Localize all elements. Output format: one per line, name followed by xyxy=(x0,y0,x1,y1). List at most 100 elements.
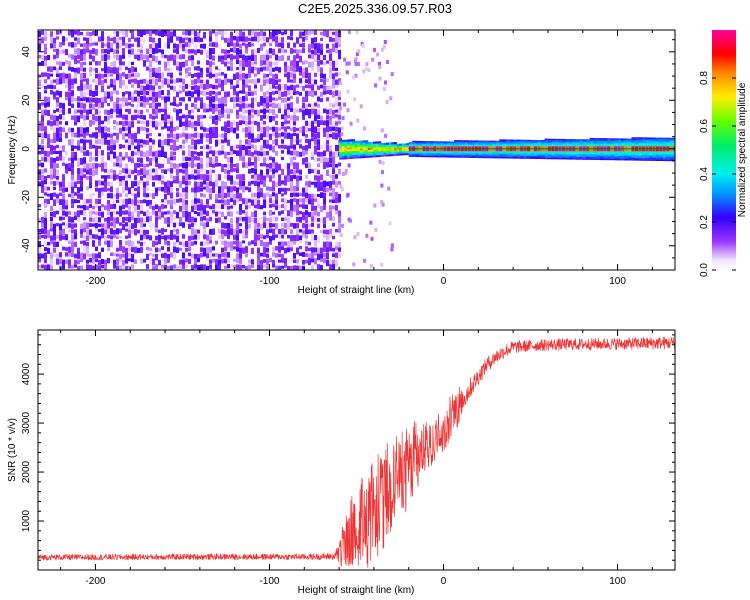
heatmap-y-axis-label: Frequency (Hz) xyxy=(7,116,18,185)
heatmap-cell xyxy=(586,139,591,141)
heatmap-cell xyxy=(266,150,269,156)
heatmap-cell xyxy=(254,120,257,126)
heatmap-cell xyxy=(44,85,47,90)
heatmap-cell xyxy=(302,150,305,157)
heatmap-cell xyxy=(393,145,397,149)
heatmap-cell xyxy=(122,253,125,258)
heatmap-cell xyxy=(317,48,320,54)
heatmap-cell xyxy=(146,229,149,235)
heatmap-cell xyxy=(167,246,170,252)
heatmap-cell xyxy=(242,156,245,162)
heatmap-cell xyxy=(128,43,131,49)
heatmap-cell xyxy=(245,73,248,80)
heatmap-cell xyxy=(119,235,122,239)
heatmap-cell xyxy=(326,252,329,260)
heatmap-cell xyxy=(320,67,323,74)
heatmap-cell xyxy=(284,97,287,103)
heatmap-cell xyxy=(236,84,239,88)
heatmap-cell xyxy=(200,247,203,252)
heatmap-cell xyxy=(173,108,176,113)
heatmap-cell xyxy=(215,205,218,209)
heatmap-cell xyxy=(447,151,451,154)
heatmap-cell xyxy=(565,140,570,142)
heatmap-cell xyxy=(38,169,41,176)
heatmap-cell xyxy=(541,144,545,146)
heatmap-cell xyxy=(77,30,80,36)
heatmap-cell xyxy=(317,66,320,72)
heatmap-cell xyxy=(224,108,227,114)
heatmap-cell xyxy=(290,169,293,174)
heatmap-cell xyxy=(71,174,74,181)
heatmap-cell xyxy=(83,84,86,91)
heatmap-cell xyxy=(596,142,601,144)
heatmap-cell xyxy=(299,49,302,54)
heatmap-cell xyxy=(77,217,80,223)
heatmap-cell xyxy=(308,127,311,132)
heatmap-cell xyxy=(260,234,263,239)
heatmap-cell xyxy=(38,217,41,223)
heatmap-cell xyxy=(74,223,77,228)
heatmap-cell xyxy=(513,154,518,156)
heatmap-cell xyxy=(335,259,338,267)
heatmap-cell xyxy=(263,108,266,115)
heatmap-cell xyxy=(323,127,326,134)
heatmap-cell xyxy=(302,109,305,116)
heatmap-cell xyxy=(161,180,164,185)
heatmap-cell xyxy=(77,96,80,102)
heatmap-cell xyxy=(158,102,161,107)
heatmap-cell xyxy=(128,37,131,42)
heatmap-cell xyxy=(296,49,299,56)
heatmap-cell xyxy=(242,102,245,109)
heatmap-cell xyxy=(146,128,149,133)
heatmap-cell xyxy=(314,133,317,140)
heatmap-cell xyxy=(272,162,275,168)
heatmap-cell xyxy=(167,180,170,187)
heatmap-cell xyxy=(206,73,209,77)
heatmap-cell xyxy=(185,168,188,175)
heatmap-cell xyxy=(308,114,311,119)
heatmap-cell xyxy=(149,114,152,119)
heatmap-cell xyxy=(659,140,664,143)
heatmap-cell xyxy=(344,168,348,173)
heatmap-cell xyxy=(104,205,107,211)
heatmap-cell xyxy=(167,55,170,62)
heatmap-cell xyxy=(628,141,632,144)
heatmap-cell xyxy=(544,156,549,158)
heatmap-cell xyxy=(251,138,254,143)
heatmap-cell xyxy=(572,143,577,146)
heatmap-cell xyxy=(113,132,116,136)
heatmap-cell xyxy=(140,96,143,102)
heatmap-cell xyxy=(158,229,161,233)
heatmap-cell xyxy=(140,44,143,51)
heatmap-cell xyxy=(188,49,191,54)
heatmap-cell xyxy=(98,61,101,66)
heatmap-cell xyxy=(399,153,403,156)
heatmap-cell xyxy=(194,84,197,92)
heatmap-cell xyxy=(652,141,657,144)
heatmap-cell xyxy=(323,30,326,37)
heatmap-cell xyxy=(164,235,167,242)
heatmap-cell xyxy=(607,142,612,145)
heatmap-cell xyxy=(638,154,643,157)
heatmap-cell xyxy=(263,144,266,149)
heatmap-cell xyxy=(589,156,594,159)
heatmap-cell xyxy=(335,192,338,199)
heatmap-cell xyxy=(143,96,146,103)
heatmap-cell xyxy=(254,223,257,230)
heatmap-cell xyxy=(554,157,559,160)
heatmap-cell xyxy=(137,102,140,108)
heatmap-cell xyxy=(251,114,254,119)
heatmap-cell xyxy=(38,92,41,99)
heatmap-cell xyxy=(143,163,146,169)
heatmap-cell xyxy=(185,60,188,67)
heatmap-cell xyxy=(218,259,221,266)
heatmap-cell xyxy=(122,79,125,86)
heatmap-cell xyxy=(104,126,107,132)
heatmap-cell xyxy=(173,54,176,62)
heatmap-cell xyxy=(302,78,305,83)
heatmap-cell xyxy=(335,229,338,233)
heatmap-cell xyxy=(589,153,594,156)
heatmap-cell xyxy=(122,126,125,132)
heatmap-cell xyxy=(47,186,50,191)
heatmap-cell xyxy=(242,150,245,157)
